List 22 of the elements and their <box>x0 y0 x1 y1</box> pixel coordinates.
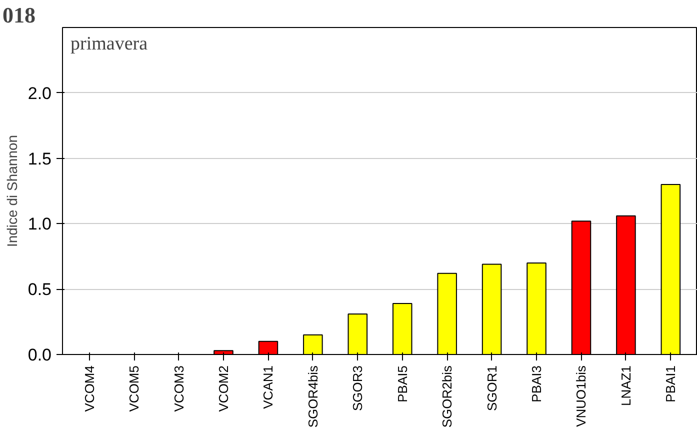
x-tick-label: PBAI3 <box>529 365 544 402</box>
x-tick-label: VCOM5 <box>126 365 142 412</box>
x-tick-label: PBAI1 <box>663 365 678 402</box>
y-tick-label: 0.0 <box>28 346 52 364</box>
x-tick-label: SGOR2bis <box>440 365 455 428</box>
x-tick-label: SGOR4bis <box>305 365 320 428</box>
y-tick-label: 1.5 <box>28 149 52 168</box>
y-axis-title: Indice di Shannon <box>4 134 20 248</box>
chart-title: 018 <box>2 2 36 28</box>
x-tick-label: VCAN1 <box>260 365 276 409</box>
x-tick-label: VNUO1bis <box>574 365 589 427</box>
x-tick-label: PBAI5 <box>394 365 410 402</box>
x-tick-label: VCOM3 <box>171 365 186 412</box>
x-tick-label: VCOM4 <box>82 365 97 412</box>
x-tick-label: VCOM2 <box>216 365 231 412</box>
x-tick-label: SGOR3 <box>350 365 366 412</box>
x-tick-label: SGOR1 <box>484 365 500 412</box>
y-tick-label: 2.0 <box>28 84 52 103</box>
y-tick-label: 1.0 <box>28 214 52 234</box>
annotation: primavera <box>70 34 148 54</box>
x-tick-label: LNAZ1 <box>618 365 634 406</box>
y-tick-label: 0.5 <box>28 280 52 300</box>
